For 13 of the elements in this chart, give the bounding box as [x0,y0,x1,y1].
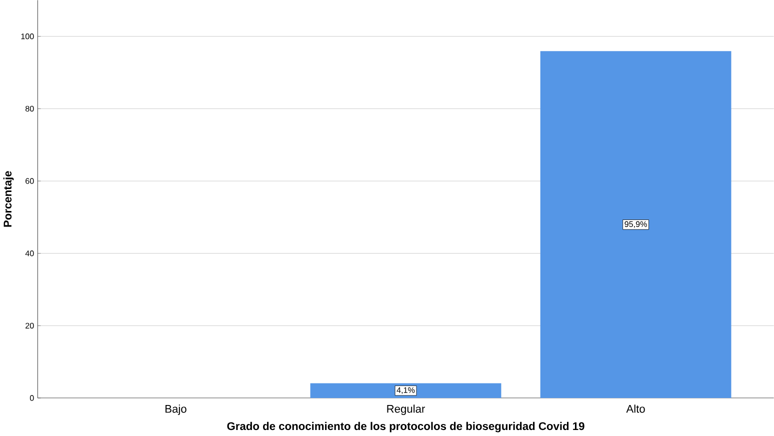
y-tick-label: 20 [26,322,34,329]
x-tick-label: Alto [626,404,645,413]
y-tick-label: 40 [25,250,34,256]
y-tick-label: 80 [26,106,34,112]
y-tick-label: 100 [21,34,34,40]
y-tick-label: 60 [26,178,34,184]
x-tick-label: Regular [387,404,426,416]
data-label: 95,9% [624,221,647,228]
x-axis-title: Grado de conocimiento de los protocolos de bioseguridad Covid 19 [227,422,584,432]
y-tick-label: 0 [30,395,34,402]
y-axis-title: Porcentaje [3,171,14,227]
x-tick-label: Bajo [166,404,186,416]
data-label: 4,1% [396,387,415,394]
